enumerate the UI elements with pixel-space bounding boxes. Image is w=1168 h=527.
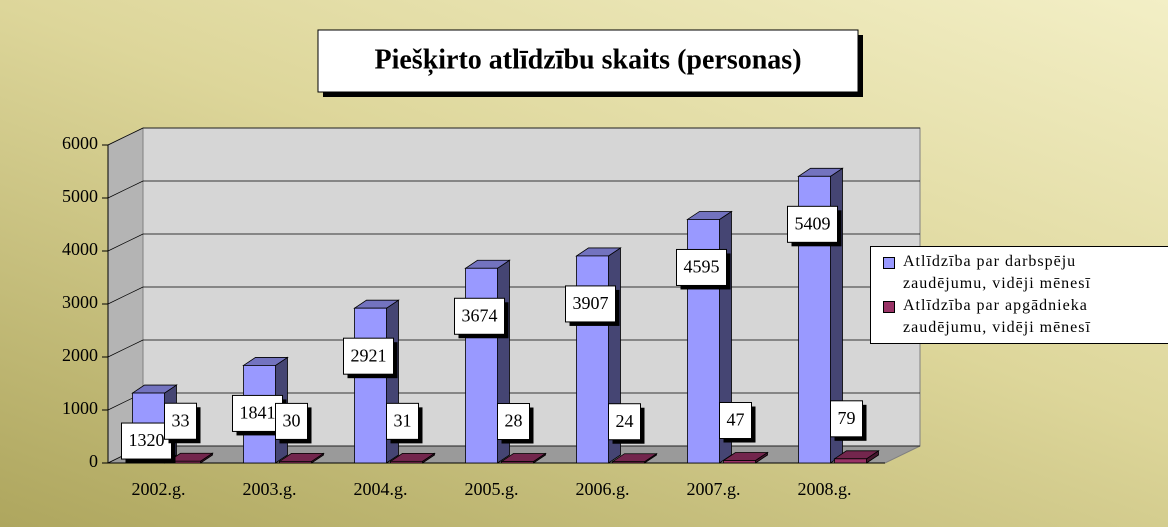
label-box <box>830 400 863 438</box>
x-tick-label: 2005.g. <box>465 479 519 499</box>
data-label: 24 <box>616 411 634 431</box>
label-box <box>608 403 641 441</box>
legend-entry: Atlīdzība par darbspēju zaudējumu, vidēj… <box>877 251 1168 295</box>
x-tick-label: 2003.g. <box>243 479 297 499</box>
label-box <box>275 402 308 440</box>
y-tick-label: 4000 <box>62 239 98 259</box>
x-tick-label: 2004.g. <box>354 479 408 499</box>
label-box <box>676 248 727 286</box>
data-label: 28 <box>505 411 523 431</box>
label-box <box>787 205 838 243</box>
x-tick-label: 2007.g. <box>687 479 741 499</box>
x-tick-label: 2002.g. <box>132 479 186 499</box>
legend-swatch <box>883 257 895 269</box>
data-label: 3907 <box>573 293 609 313</box>
grid-line <box>107 339 920 358</box>
bar <box>612 461 645 464</box>
grid-line <box>107 233 920 252</box>
bar <box>834 458 867 464</box>
label-box <box>497 403 530 441</box>
legend-entry: Atlīdzība par apgādnieka zaudējumu, vidē… <box>877 295 1168 339</box>
bar <box>501 461 534 464</box>
label-box <box>121 422 172 460</box>
label-box <box>164 402 197 440</box>
legend-label: Atlīdzība par darbspēju zaudējumu, vidēj… <box>903 253 1091 292</box>
title-box <box>317 29 859 93</box>
data-label: 2921 <box>351 345 387 365</box>
y-tick-label: 3000 <box>62 292 98 312</box>
grid-line <box>107 180 920 199</box>
grid-line <box>107 127 920 146</box>
y-tick-label: 5000 <box>62 186 98 206</box>
bar <box>354 307 387 464</box>
y-tick-label: 1000 <box>62 398 98 418</box>
legend-label: Atlīdzība par apgādnieka zaudējumu, vidē… <box>903 297 1091 336</box>
bar <box>279 461 312 464</box>
data-label: 47 <box>727 410 745 430</box>
chart-title: Piešķirto atlīdzību skaits (personas) <box>374 44 801 76</box>
legend: Atlīdzība par darbspēju zaudējumu, vidēj… <box>870 246 1168 344</box>
bar <box>390 460 423 464</box>
label-box <box>719 402 752 440</box>
data-label: 1320 <box>129 430 165 450</box>
bar <box>465 267 498 464</box>
label-box <box>343 337 394 375</box>
data-label: 4595 <box>684 257 720 277</box>
legend-swatch <box>883 301 895 313</box>
label-box <box>386 402 419 440</box>
y-tick-label: 0 <box>89 451 98 471</box>
data-label: 31 <box>394 410 412 430</box>
data-label: 5409 <box>795 213 831 233</box>
data-label: 33 <box>172 410 190 430</box>
label-box <box>232 394 283 432</box>
data-label: 79 <box>838 408 856 428</box>
grid-line <box>107 286 920 305</box>
y-tick-label: 2000 <box>62 345 98 365</box>
data-label: 1841 <box>240 403 276 423</box>
label-box <box>565 285 616 323</box>
data-label: 3674 <box>462 305 498 325</box>
label-box <box>454 297 505 335</box>
data-label: 30 <box>283 411 301 431</box>
x-tick-label: 2008.g. <box>798 479 852 499</box>
x-tick-label: 2006.g. <box>576 479 630 499</box>
y-tick-label: 6000 <box>62 133 98 153</box>
bar <box>723 460 756 464</box>
